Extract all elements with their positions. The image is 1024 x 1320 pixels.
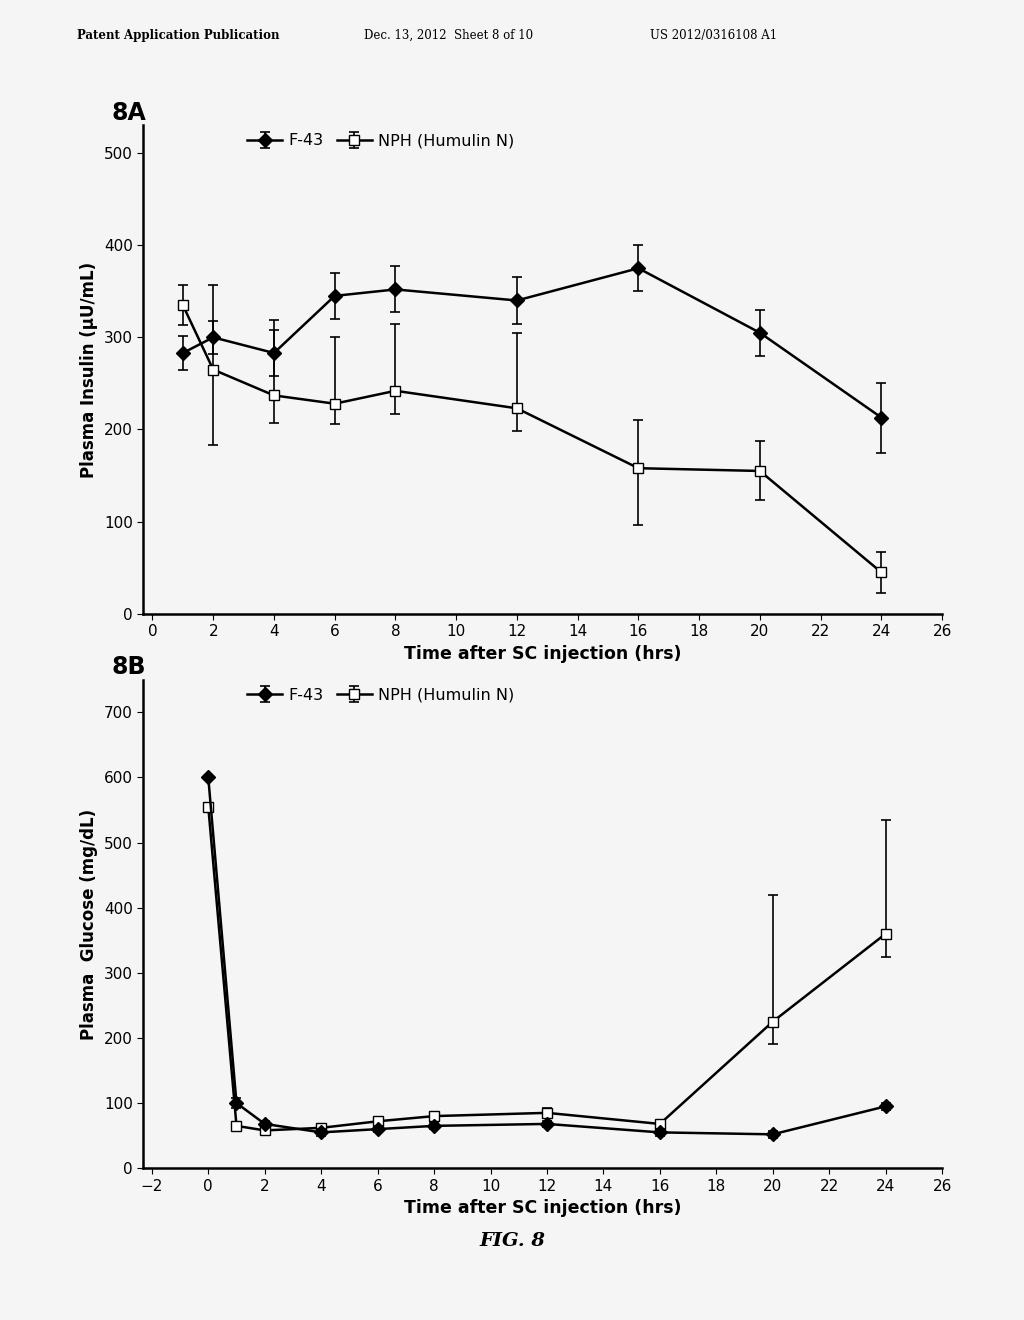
Y-axis label: Plasma Insulin (μU/mL): Plasma Insulin (μU/mL): [81, 261, 98, 478]
Text: US 2012/0316108 A1: US 2012/0316108 A1: [650, 29, 777, 42]
Legend: F-43, NPH (Humulin N): F-43, NPH (Humulin N): [247, 688, 514, 702]
X-axis label: Time after SC injection (hrs): Time after SC injection (hrs): [404, 1199, 681, 1217]
Text: 8B: 8B: [112, 656, 145, 680]
Y-axis label: Plasma  Glucose (mg/dL): Plasma Glucose (mg/dL): [81, 808, 98, 1040]
Text: Patent Application Publication: Patent Application Publication: [77, 29, 280, 42]
Text: 8A: 8A: [112, 100, 146, 125]
Legend: F-43, NPH (Humulin N): F-43, NPH (Humulin N): [247, 133, 514, 148]
Text: FIG. 8: FIG. 8: [479, 1232, 545, 1250]
Text: Dec. 13, 2012  Sheet 8 of 10: Dec. 13, 2012 Sheet 8 of 10: [364, 29, 532, 42]
X-axis label: Time after SC injection (hrs): Time after SC injection (hrs): [404, 644, 681, 663]
